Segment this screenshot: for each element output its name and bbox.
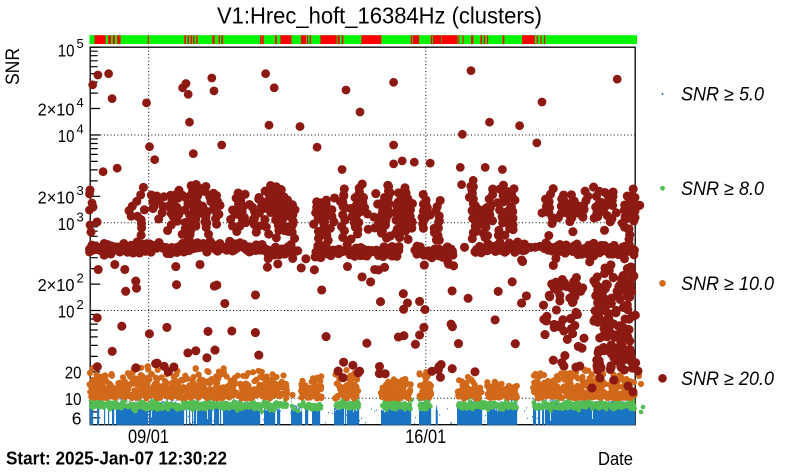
- svg-text:Date: Date: [598, 448, 633, 469]
- svg-text:2: 2: [77, 297, 84, 312]
- svg-text:2×10: 2×10: [38, 187, 75, 207]
- svg-text:10: 10: [65, 389, 82, 409]
- svg-text:10: 10: [58, 302, 75, 322]
- svg-text:09/01: 09/01: [128, 427, 169, 448]
- svg-text:20: 20: [65, 363, 82, 383]
- svg-text:SNR: SNR: [3, 48, 24, 85]
- svg-text:4: 4: [77, 121, 84, 136]
- svg-text:Start: 2025-Jan-07 12:30:22: Start: 2025-Jan-07 12:30:22: [6, 447, 227, 468]
- svg-text:SNR ≥ 8.0: SNR ≥ 8.0: [681, 179, 764, 200]
- svg-text:SNR ≥ 5.0: SNR ≥ 5.0: [681, 85, 764, 106]
- svg-text:V1:Hrec_hoft_16384Hz (clusters: V1:Hrec_hoft_16384Hz (clusters): [217, 3, 542, 29]
- svg-text:2×10: 2×10: [38, 99, 75, 119]
- svg-text:3: 3: [77, 209, 84, 224]
- svg-text:2: 2: [77, 271, 84, 286]
- svg-text:3: 3: [77, 183, 84, 198]
- svg-text:10: 10: [58, 126, 75, 146]
- svg-text:4: 4: [77, 95, 84, 110]
- svg-text:6: 6: [72, 408, 82, 428]
- svg-text:10: 10: [58, 214, 75, 234]
- svg-text:SNR ≥ 20.0: SNR ≥ 20.0: [681, 369, 774, 390]
- svg-text:16/01: 16/01: [405, 427, 446, 448]
- svg-text:SNR ≥ 10.0: SNR ≥ 10.0: [681, 274, 774, 295]
- svg-text:5: 5: [77, 36, 84, 51]
- svg-text:2×10: 2×10: [38, 275, 75, 295]
- svg-text:10: 10: [58, 40, 75, 60]
